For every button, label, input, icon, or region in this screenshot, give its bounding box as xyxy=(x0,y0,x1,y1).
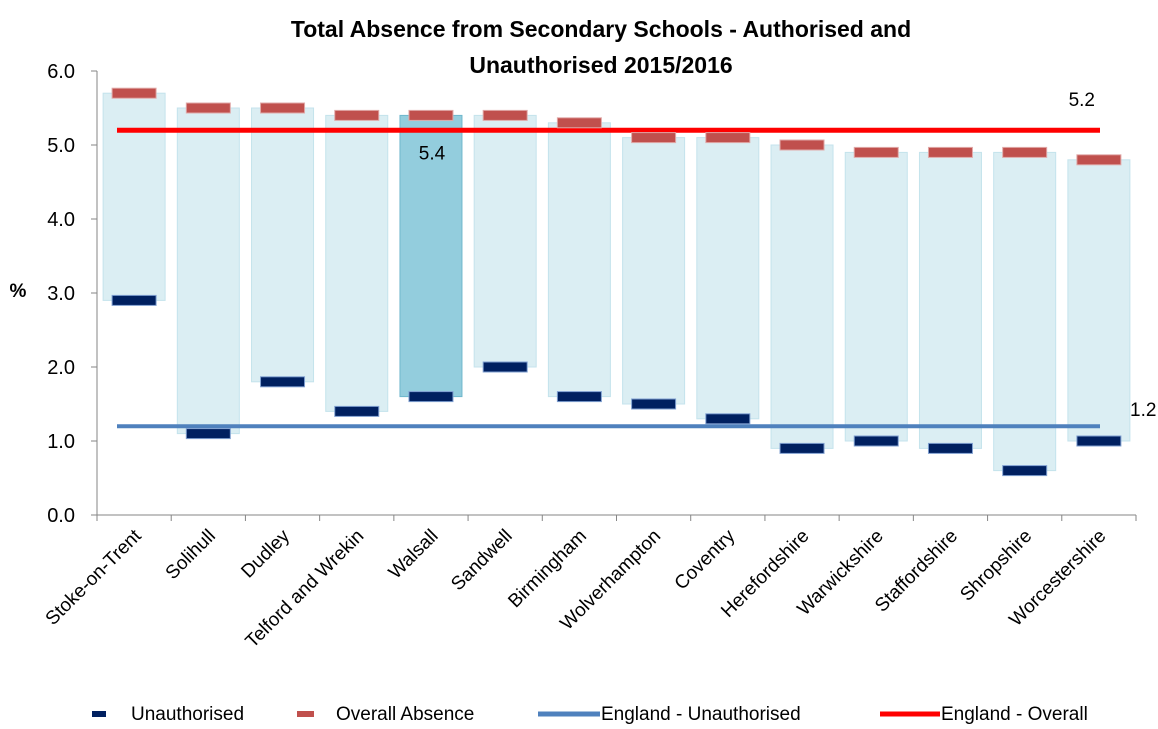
overall-absence-marker xyxy=(779,139,825,151)
range-band xyxy=(251,107,315,383)
overall-absence-marker xyxy=(927,146,973,158)
unauthorised-marker xyxy=(1002,465,1048,477)
unauthorised-marker xyxy=(334,405,380,417)
range-band xyxy=(102,92,166,301)
unauthorised-marker xyxy=(1076,435,1122,447)
overall-absence-marker xyxy=(1076,154,1122,166)
overall-absence-marker xyxy=(408,109,454,121)
range-band xyxy=(770,144,834,449)
range-band xyxy=(547,122,611,398)
overall-absence-marker xyxy=(853,146,899,158)
overall-absence-marker xyxy=(260,102,306,114)
unauthorised-marker xyxy=(260,376,306,388)
y-tick-label: 6.0 xyxy=(47,61,75,83)
unauthorised-marker xyxy=(185,428,231,440)
legend: Unauthorised Overall Absence England - U… xyxy=(92,704,1088,725)
category-label: Solihull xyxy=(162,526,220,584)
range-band xyxy=(399,114,463,398)
category-label: Dudley xyxy=(237,525,294,582)
category-label: Stoke-on-Trent xyxy=(42,525,146,629)
overall-absence-marker xyxy=(111,87,157,99)
chart-title-line-1: Total Absence from Secondary Schools - A… xyxy=(291,16,911,42)
category-label: Sandwell xyxy=(447,526,516,595)
legend-england-unauthorised-label: England - Unauthorised xyxy=(601,704,801,725)
range-band xyxy=(918,151,982,449)
overall-absence-marker xyxy=(185,102,231,114)
legend-overall-swatch xyxy=(297,711,314,717)
range-band xyxy=(1067,159,1131,442)
overall-absence-marker xyxy=(334,109,380,121)
unauthorised-marker xyxy=(927,442,973,454)
absence-range-bands xyxy=(102,92,1131,472)
y-tick-label: 2.0 xyxy=(47,357,75,379)
annotations: 5.2 1.2 5.4 xyxy=(419,90,1157,421)
overall-absence-marker xyxy=(705,132,751,144)
unauthorised-marker xyxy=(853,435,899,447)
range-band xyxy=(176,107,240,435)
england-reference-lines xyxy=(117,127,1100,429)
unauthorised-marker xyxy=(408,391,454,403)
chart-title-line-2: Unauthorised 2015/2016 xyxy=(469,52,732,78)
range-band xyxy=(325,114,389,412)
data-markers xyxy=(111,87,1122,477)
category-label: Coventry xyxy=(671,525,740,594)
unauthorised-marker xyxy=(556,391,602,403)
category-label: Walsall xyxy=(385,526,443,584)
unauthorised-marker xyxy=(705,413,751,425)
unauthorised-marker xyxy=(779,442,825,454)
range-band xyxy=(844,151,908,442)
range-band xyxy=(473,114,537,368)
legend-unauthorised-label: Unauthorised xyxy=(131,704,244,725)
overall-absence-marker xyxy=(1002,146,1048,158)
legend-overall-label: Overall Absence xyxy=(336,704,474,725)
y-tick-label: 5.0 xyxy=(47,135,75,157)
england-overall-value-label: 5.2 xyxy=(1069,90,1095,111)
y-tick-label: 3.0 xyxy=(47,283,75,305)
category-label: Shropshire xyxy=(956,526,1036,606)
y-axis-label: % xyxy=(10,281,27,302)
y-tick-label: 0.0 xyxy=(47,505,75,527)
legend-england-overall-label: England - Overall xyxy=(941,704,1088,725)
unauthorised-marker xyxy=(631,398,677,410)
range-band xyxy=(696,137,760,420)
y-tick-label: 1.0 xyxy=(47,431,75,453)
highlight-value-label: 5.4 xyxy=(419,143,446,164)
england-unauthorised-value-label: 1.2 xyxy=(1130,400,1156,421)
range-band xyxy=(993,151,1057,472)
overall-absence-marker xyxy=(556,117,602,129)
y-tick-label: 4.0 xyxy=(47,209,75,231)
axes: 0.0 1.0 2.0 3.0 4.0 5.0 6.0 xyxy=(47,61,1137,527)
overall-absence-marker xyxy=(631,132,677,144)
range-band xyxy=(622,137,686,405)
overall-absence-marker xyxy=(482,109,528,121)
unauthorised-marker xyxy=(111,294,157,306)
unauthorised-marker xyxy=(482,361,528,373)
legend-unauthorised-swatch xyxy=(92,711,106,717)
